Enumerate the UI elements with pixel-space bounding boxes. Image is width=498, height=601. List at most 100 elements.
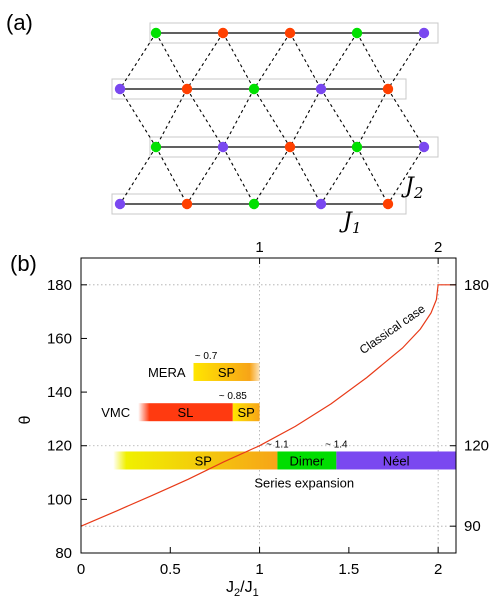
j2-bond [222,32,255,90]
row-frame-4 [111,193,407,215]
j2-bond [119,146,157,205]
j2-bond [253,88,291,148]
method-label: MERA [148,365,186,380]
j2-bond [186,32,224,90]
site-purple [418,141,430,153]
x-tick-label: 2 [434,561,442,578]
phase-label-sl: SL [178,405,194,420]
transition-annotation: ~ 1.1 [266,439,289,450]
row-frame-1 [149,22,439,44]
site-green [150,141,162,153]
site-purple [418,27,430,39]
j2-bond [320,146,358,205]
phase-label-dimer: Dimer [290,453,325,468]
j2-bond [253,146,291,205]
grid-lines [81,258,456,553]
site-green [150,27,162,39]
site-purple [217,141,229,153]
x-tick-label: 0.5 [160,561,181,578]
j2-bond [155,146,188,205]
right-tick-label: 90 [464,518,481,535]
j2-bond [356,32,389,90]
x-tick-label: 0 [77,561,85,578]
phase-segment-dimer [277,451,337,470]
row-frames [111,22,439,215]
phase-label-sp: SP [238,405,255,420]
j2-bonds [119,32,425,205]
phase-segment-néel [336,451,456,470]
panel-b-label: (b) [10,251,37,276]
transition-annotation: ~ 0.7 [195,351,218,362]
j2-bond [289,146,322,205]
j2-bond [222,146,255,205]
bar-series-expansion: SP Dimer Néel ~ 1.1 ~ 1.4 Series expansion [113,439,456,490]
row-frame-2 [111,78,407,100]
y-tick-label: 140 [47,384,72,401]
method-label: VMC [101,405,130,420]
phase-label-sp: SP [218,365,235,380]
y-axis-label: θ [17,415,34,424]
transition-annotation: ~ 1.4 [325,439,348,450]
y-tick-label: 100 [47,491,72,508]
j2-bond [387,88,425,148]
right-tick-label: 180 [464,277,489,294]
j2-bond [320,88,358,148]
site-red [217,27,229,39]
phase-segment-sl [138,403,233,422]
x-tick-label: 1.5 [338,561,359,578]
j2-bond [119,88,157,148]
bar-mera: SP~ 0.7 MERA [148,351,260,381]
site-purple [315,83,327,95]
panel-a-lattice: (a) J2 J1 [6,10,439,237]
site-red [181,198,193,210]
phase-segment-sp [193,362,260,381]
site-red [284,141,296,153]
row-frame-3 [149,136,439,158]
site-red [284,27,296,39]
classical-case-label: Classical case [357,301,428,357]
y-tick-label: 80 [55,545,72,562]
j2-label: J2 [401,174,423,202]
j1-bonds [120,32,424,205]
j2-bond [155,32,188,90]
site-red [382,198,394,210]
right-tick-label: 120 [464,438,489,455]
site-purple [315,198,327,210]
j2-bond [356,146,389,205]
lattice-sites [114,27,430,210]
j2-bond [387,32,425,90]
top-tick-label: 1 [255,239,263,256]
y-tick-label: 120 [47,438,72,455]
method-label: Series expansion [254,475,354,490]
x-tick-label: 1 [255,561,263,578]
j2-bond [320,32,358,90]
site-red [382,83,394,95]
site-green [351,27,363,39]
j2-bond [222,88,255,148]
site-green [248,83,260,95]
j2-bond [356,88,389,148]
j2-bond [186,88,224,148]
j2-bond [289,88,322,148]
j2-bond [289,32,322,90]
site-green [351,141,363,153]
x-axis-label: J2/J1 [226,579,259,599]
site-purple [114,83,126,95]
site-green [248,198,260,210]
j2-bond [387,146,425,205]
transition-annotation: ~ 0.85 [219,391,248,402]
classical-case-line [80,284,456,527]
j2-bond [253,32,291,90]
j2-bond [186,146,224,205]
plot-frame [80,257,457,554]
phase-segment-sp [232,403,260,422]
y-tick-label: 180 [47,277,72,294]
site-red [181,83,193,95]
phase-label-sp: SP [195,453,212,468]
phase-label-néel: Néel [383,453,410,468]
j2-bond [155,88,188,148]
top-tick-label: 2 [434,239,442,256]
